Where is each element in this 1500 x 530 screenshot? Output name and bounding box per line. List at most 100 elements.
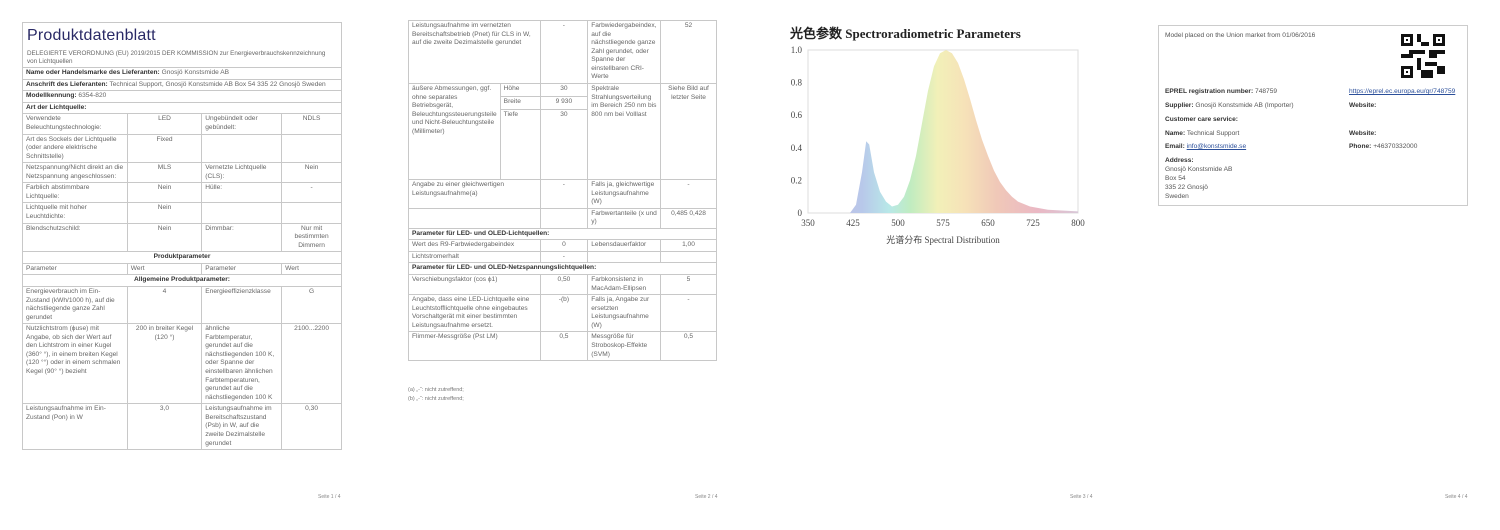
x-tick-label: 500 [891, 218, 905, 228]
page-number: Seite 1 / 4 [318, 494, 341, 500]
y-tick-label: 0.4 [791, 143, 803, 153]
cell: Verwendete Beleuchtungstechnologie: [22, 113, 128, 135]
cell: Farblich abstimmbare Lichtquelle: [22, 182, 128, 204]
cell: 0,5 [659, 331, 718, 362]
cell: -(b) [539, 294, 589, 333]
website-label: Website: [1349, 102, 1377, 109]
cell: Angabe, dass eine LED-Lichtquelle eine L… [408, 294, 541, 333]
page-title: Produktdatenblatt [27, 27, 156, 44]
page-number: Seite 4 / 4 [1445, 494, 1468, 500]
col-header: Wert [281, 262, 342, 276]
mains-parameters-header: Parameter für LED- und OLED-Netzspannung… [408, 262, 717, 275]
cell: Netzspannung/Nicht direkt an die Netzspa… [22, 162, 128, 184]
y-tick-label: 0.6 [791, 110, 803, 120]
table-row: Art des Sockels der Lichtquelle (oder an… [22, 133, 342, 164]
address-line: Box 54 [1165, 174, 1186, 182]
page-number: Seite 3 / 4 [1070, 494, 1093, 500]
email-label: Email: [1165, 143, 1185, 150]
footnote: (b) „-“: nicht zutreffend; [408, 396, 464, 402]
product-datasheet-table-continued: Leistungsaufnahme im vernetzten Bereitsc… [408, 20, 718, 362]
cell: G [281, 285, 342, 325]
col-header: Parameter [201, 262, 283, 276]
regulation-text: DELEGIERTE VERORDNUNG (EU) 2019/2015 DER… [27, 49, 326, 65]
cell: - [659, 294, 718, 333]
cell: Nutzlichtstrom (ϕuse) mit Angabe, ob sic… [22, 323, 128, 405]
x-tick-label: 425 [846, 218, 860, 228]
cell: Flimmer-Messgröße (Pst LM) [408, 331, 541, 362]
email-link[interactable]: info@konstsmide.se [1186, 143, 1247, 150]
x-tick-label: 350 [801, 218, 815, 228]
cell: Leistungsaufnahme im Bereitschaftszustan… [201, 403, 283, 451]
cell: Spektrale Strahlungsverteilung im Bereic… [587, 82, 661, 180]
table-row: Wert des R9-Farbwiedergabeindex 0 Lebensda… [408, 239, 718, 252]
cell: Farbkonsistenz in MacAdam-Ellipsen [587, 273, 661, 296]
cell: - [539, 20, 589, 84]
table-row: Farblich abstimmbare Lichtquelle: Nein Hül… [22, 182, 342, 204]
cell: ähnliche Farbtemperatur, gerundet auf di… [201, 323, 283, 405]
cell: Lichtstromerhalt [408, 250, 541, 264]
cell: Farbwiedergabeindex, auf die nächstliege… [587, 20, 661, 84]
table-row: äußere Abmessungen, ggf. ohne separates … [408, 82, 718, 180]
table-row: Verwendete Beleuchtungstechnologie: LED Un… [22, 113, 342, 135]
cell: Falls ja, gleichwertige Leistungsaufnahm… [587, 178, 661, 209]
page-2: Leistungsaufnahme im vernetzten Bereitsc… [375, 0, 750, 530]
cell: - [659, 178, 718, 209]
led-parameters-header: Parameter für LED- und OLED-Lichtquellen… [408, 227, 717, 241]
cell: Farbwertanteile (x und y) [587, 207, 661, 229]
page-3: 光色参数 Spectroradiometric Parameters 350 42… [750, 0, 1125, 530]
cell: Nein [281, 162, 342, 184]
cell: Art des Sockels der Lichtquelle (oder an… [22, 133, 128, 164]
eprel-label: EPREL registration number: [1165, 88, 1254, 95]
address-label: Address: [1165, 157, 1194, 164]
model-value: 6354-820 [78, 92, 107, 100]
cell: - [281, 182, 342, 204]
cell: 52 [659, 20, 718, 84]
market-date: Model placed on the Union market from 01… [1165, 32, 1316, 39]
product-datasheet-table: Produktdatenblatt DELEGIERTE VERORDNUNG (… [22, 21, 342, 451]
cell: 4 [126, 285, 203, 325]
cell: 0 [539, 239, 589, 252]
cell: 9 930 [539, 95, 589, 110]
cell: 200 in breiter Kegel (120 °) [126, 323, 203, 405]
cell: Lebensdauerfaktor [587, 239, 661, 252]
chart-title: 光色参数 Spectroradiometric Parameters [789, 26, 1021, 41]
address-label: Anschrift des Lieferanten: [26, 80, 108, 88]
cell: NDLS [281, 113, 342, 135]
supplier-label: Supplier: [1165, 102, 1194, 109]
table-row: Leistungsaufnahme im vernetzten Bereitsc… [408, 20, 718, 84]
cell: 5 [659, 273, 718, 296]
cell: Lichtquelle mit hoher Leuchtdichte: [22, 202, 128, 224]
cell: Tiefe [499, 108, 541, 180]
cell: Messgröße für Stroboskop-Effekte (SVM) [587, 331, 661, 362]
cell: - [539, 250, 589, 264]
table-row: Lichtquelle mit hoher Leuchtdichte: Nein [22, 202, 342, 224]
table-row: Netzspannung/Nicht direkt an die Netzspa… [22, 162, 342, 184]
dimensions-label: äußere Abmessungen, ggf. ohne separates … [408, 82, 501, 180]
table-row: Leistungsaufnahme im Ein-Zustand (Pon) i… [22, 403, 342, 451]
supplier-value: Gnosjö Konstsmide AB [161, 69, 230, 77]
table-row: Angabe zu einer gleichwertigen Leistungs… [408, 178, 718, 209]
cell: - [539, 178, 589, 209]
name-label: Name: [1165, 130, 1186, 137]
cell: Energieeffizienzklasse [201, 285, 283, 325]
y-tick-label: 0 [798, 208, 803, 218]
cell: Siehe Bild auf letzter Seite [659, 82, 718, 180]
cell: 0,30 [281, 403, 342, 451]
supplier-value: Gnosjö Konstsmide AB (Importer) [1195, 102, 1294, 109]
general-parameters-header: Allgemeine Produktparameter: [22, 274, 342, 287]
cell: Leistungsaufnahme im Ein-Zustand (Pon) i… [22, 403, 128, 451]
footnote: (a) „-“: nicht zutreffend; [408, 387, 464, 393]
eprel-link[interactable]: https://eprel.ec.europa.eu/qr/748759 [1349, 88, 1456, 95]
spectrum-area [808, 50, 1078, 213]
cell: Nein [126, 182, 203, 204]
cell [281, 133, 342, 164]
x-axis-label: 光谱分布 Spectral Distribution [886, 234, 1000, 245]
cell: Breite [499, 95, 541, 110]
address-line: Gnosjö Konstsmide AB [1165, 165, 1233, 173]
x-tick-label: 800 [1071, 218, 1085, 228]
cell: Nur mit bestimmten Dimmern [281, 222, 342, 253]
address-value: Technical Support, Gnosjö Konstsmide AB … [109, 80, 326, 88]
cell: MLS [126, 162, 203, 184]
table-row: Verschiebungsfaktor (cos ϕ1) 0,50 Farbkons… [408, 273, 718, 296]
cell: Wert des R9-Farbwiedergabeindex [408, 239, 541, 252]
